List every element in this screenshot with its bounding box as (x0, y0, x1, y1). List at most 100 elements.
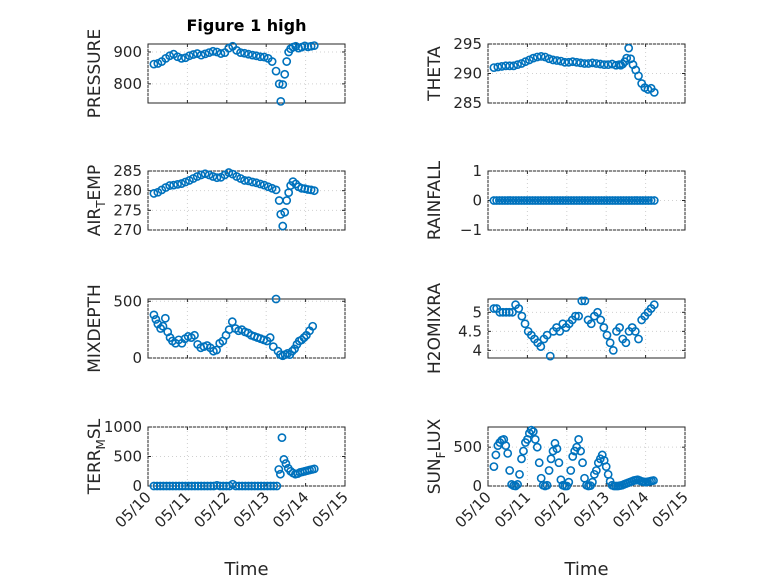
data-point (513, 60, 522, 70)
data-point (501, 307, 511, 317)
data-point (552, 56, 562, 65)
data-point (505, 466, 515, 475)
data-point (240, 48, 249, 58)
data-point (544, 54, 554, 64)
data-point (514, 196, 524, 205)
data-point (162, 481, 171, 491)
x-tick-label: 05/13 (230, 488, 273, 531)
x-tick-label: 05/14 (609, 488, 652, 531)
subplot-grid: 800 900 PRESSURE Figure 1 high 285 290 295 THET… (85, 16, 692, 580)
data-point (591, 196, 601, 205)
data-point (619, 196, 628, 205)
data-point (489, 304, 499, 313)
data-point (158, 321, 168, 331)
data-point (276, 97, 286, 106)
data-point (608, 345, 618, 355)
data-point (255, 52, 265, 62)
y-tick-label: 285 (113, 162, 142, 180)
data-point (586, 319, 596, 329)
data-point (215, 481, 225, 491)
data-point (495, 307, 505, 317)
data-point (513, 480, 522, 489)
data-point (237, 481, 247, 491)
data-point (271, 185, 281, 195)
data-point (489, 462, 499, 471)
data-point (586, 196, 595, 205)
data-point (597, 196, 606, 205)
y-tick-label: 900 (113, 43, 142, 61)
data-point (244, 176, 253, 186)
data-point (568, 452, 578, 461)
y-tick-label: 280 (113, 182, 142, 200)
data-point (509, 61, 519, 71)
data-point (253, 481, 263, 491)
data-point (580, 196, 590, 205)
data-point (206, 481, 216, 491)
data-point (216, 49, 226, 58)
subplot-rainfall: −1 0 1 RAINFALL (425, 160, 686, 240)
data-point (259, 52, 269, 62)
data-point (190, 481, 200, 491)
data-point (566, 196, 576, 205)
data-point (588, 196, 598, 205)
data-point (547, 196, 557, 205)
data-point (544, 196, 554, 205)
data-point (492, 196, 502, 205)
data-point (528, 427, 538, 437)
data-point (240, 481, 250, 491)
data-point (622, 53, 632, 63)
data-point (149, 189, 159, 198)
data-point (250, 481, 260, 491)
data-point (621, 338, 631, 348)
data-point (297, 335, 307, 345)
data-point (616, 196, 626, 205)
data-point (493, 62, 503, 72)
data-point (635, 196, 645, 205)
data-point (634, 334, 643, 344)
y-axis-label: MIXDEPTH (85, 284, 105, 373)
data-point (572, 196, 582, 205)
data-point (539, 196, 548, 205)
data-point (251, 51, 261, 61)
data-point (259, 481, 269, 491)
y-tick-label: 270 (113, 221, 142, 239)
data-point (550, 438, 560, 448)
data-point (495, 196, 504, 205)
data-point (491, 450, 501, 460)
data-point (536, 196, 546, 205)
subplot-h2omixra: 44.55 H2OMIXRA (425, 283, 686, 374)
subplot-theta: 285 290 295 THETA (425, 35, 686, 112)
data-point (503, 448, 513, 458)
data-point (641, 196, 650, 205)
data-point (309, 186, 319, 196)
data-point (156, 324, 166, 333)
data-point (624, 196, 634, 205)
data-point (630, 196, 639, 205)
x-tick-label: 05/14 (269, 488, 312, 531)
y-tick-label: 500 (113, 448, 142, 466)
data-point (155, 481, 165, 491)
data-point (511, 196, 521, 205)
data-point (591, 59, 601, 68)
data-point (605, 338, 615, 348)
data-point (602, 330, 612, 340)
data-point (244, 49, 253, 59)
y-tick-label: 285 (453, 94, 482, 112)
data-point (517, 454, 526, 464)
data-point (497, 196, 507, 205)
data-point (613, 196, 623, 205)
data-point (576, 446, 585, 456)
y-axis-label: H2OMIXRA (425, 283, 445, 374)
data-point (265, 333, 275, 342)
data-point (280, 207, 290, 217)
data-point (602, 196, 612, 205)
data-point (271, 66, 281, 76)
data-point (177, 481, 187, 491)
data-point (583, 196, 593, 205)
data-point (267, 183, 277, 193)
data-point (501, 441, 511, 451)
data-point (280, 69, 290, 79)
data-point (528, 196, 537, 205)
data-point (630, 326, 640, 336)
data-point (588, 477, 597, 487)
